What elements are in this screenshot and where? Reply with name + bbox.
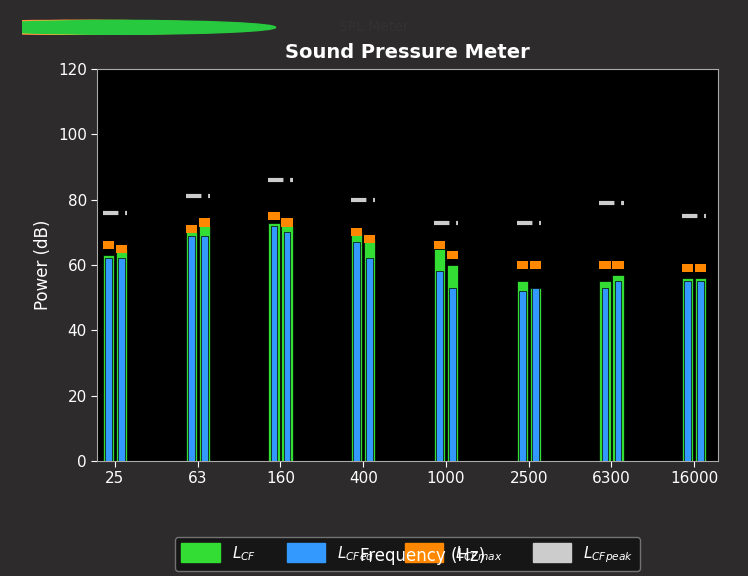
Bar (449, 288, 456, 461)
Bar (695, 278, 706, 461)
Bar (271, 226, 278, 461)
Bar (188, 236, 194, 461)
Bar (615, 281, 622, 461)
Bar (697, 281, 704, 461)
Bar (186, 225, 197, 233)
Bar (364, 239, 375, 461)
Bar (201, 236, 208, 461)
Bar (283, 232, 290, 461)
Bar (519, 291, 526, 461)
Bar (447, 265, 458, 461)
Bar (116, 245, 127, 253)
Bar (599, 261, 610, 269)
Bar (103, 255, 114, 461)
Bar (517, 281, 528, 461)
Circle shape (0, 20, 219, 35)
Bar (434, 249, 445, 461)
Y-axis label: Power (dB): Power (dB) (34, 220, 52, 310)
Bar (186, 232, 197, 461)
Bar (116, 249, 127, 461)
Bar (351, 228, 362, 236)
Bar (103, 241, 114, 249)
Bar (281, 218, 292, 226)
Bar (447, 251, 458, 259)
Bar (367, 259, 373, 461)
Bar (532, 288, 539, 461)
Bar (613, 261, 624, 269)
Bar (364, 235, 375, 243)
Bar (682, 278, 693, 461)
Bar (269, 222, 280, 461)
Bar (613, 275, 624, 461)
Circle shape (0, 20, 275, 35)
Bar (436, 271, 443, 461)
Bar (530, 261, 541, 269)
Bar (269, 212, 280, 220)
Bar (684, 281, 691, 461)
Bar (695, 264, 706, 272)
Bar (351, 232, 362, 461)
Bar (199, 226, 210, 461)
Bar (118, 259, 125, 461)
Bar (434, 241, 445, 249)
Title: Sound Pressure Meter: Sound Pressure Meter (285, 43, 530, 62)
Bar (599, 281, 610, 461)
Bar (105, 259, 112, 461)
Bar (353, 242, 360, 461)
Bar (281, 226, 292, 461)
Legend: $L_{CF}$, $L_{CFeq}$, $L_{CFmax}$, $L_{CFpeak}$: $L_{CF}$, $L_{CFeq}$, $L_{CFmax}$, $L_{C… (175, 537, 640, 571)
Bar (682, 264, 693, 272)
Text: Frequency (Hz): Frequency (Hz) (360, 547, 485, 565)
Circle shape (0, 20, 248, 35)
Bar (530, 288, 541, 461)
Bar (517, 261, 528, 269)
Bar (199, 218, 210, 226)
Bar (601, 288, 608, 461)
Text: SPL Meter: SPL Meter (340, 20, 408, 35)
